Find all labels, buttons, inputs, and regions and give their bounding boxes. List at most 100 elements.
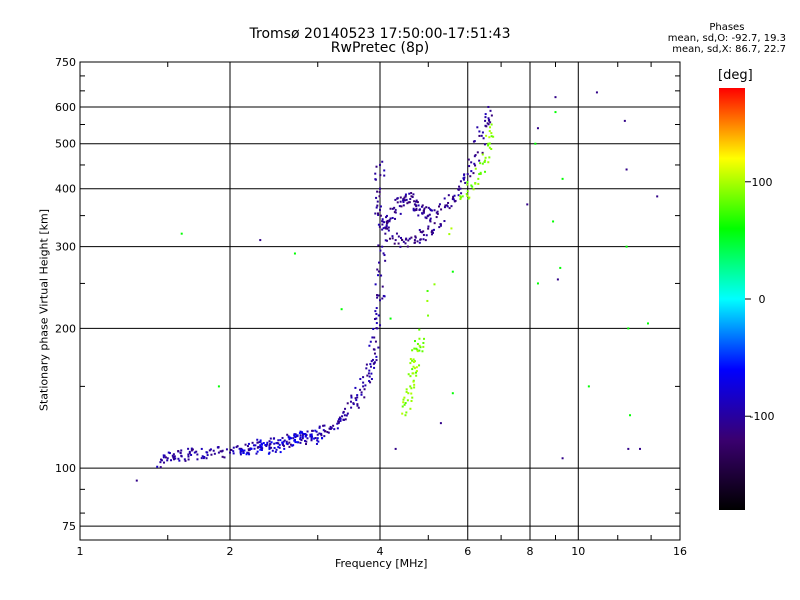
data-point bbox=[337, 421, 340, 424]
data-point bbox=[437, 205, 440, 208]
data-point bbox=[278, 446, 281, 449]
data-point bbox=[255, 452, 258, 455]
data-point bbox=[187, 453, 190, 456]
data-point bbox=[293, 435, 296, 438]
data-point bbox=[421, 231, 424, 234]
data-point bbox=[200, 447, 203, 450]
data-point bbox=[418, 349, 421, 352]
data-point bbox=[404, 414, 407, 417]
data-point bbox=[595, 91, 598, 94]
data-point bbox=[309, 435, 312, 438]
data-point bbox=[178, 459, 181, 462]
data-point bbox=[487, 161, 490, 164]
data-point bbox=[368, 375, 371, 378]
data-point bbox=[279, 451, 282, 454]
data-point bbox=[424, 216, 427, 219]
data-point bbox=[193, 451, 196, 454]
data-point bbox=[484, 113, 487, 116]
data-point bbox=[357, 406, 360, 409]
data-point bbox=[374, 212, 377, 215]
data-point bbox=[374, 178, 377, 181]
data-point bbox=[411, 349, 414, 352]
data-point bbox=[298, 432, 301, 435]
data-point bbox=[379, 324, 382, 327]
data-point bbox=[411, 396, 414, 399]
data-point bbox=[187, 447, 190, 450]
data-point bbox=[427, 314, 430, 317]
data-point bbox=[394, 447, 397, 450]
data-point bbox=[177, 450, 180, 453]
data-point bbox=[415, 207, 418, 210]
data-point bbox=[436, 212, 439, 215]
data-point bbox=[246, 445, 249, 448]
data-point bbox=[381, 245, 384, 248]
data-point bbox=[375, 327, 378, 330]
data-point bbox=[382, 227, 385, 230]
data-point bbox=[484, 119, 487, 122]
colorbar-unit: [deg] bbox=[718, 68, 753, 83]
data-point bbox=[267, 452, 270, 455]
data-point bbox=[490, 123, 493, 126]
data-point bbox=[405, 388, 408, 391]
x-tick-label: 8 bbox=[527, 545, 534, 558]
data-point bbox=[260, 442, 263, 445]
data-point bbox=[156, 465, 159, 468]
data-point bbox=[340, 308, 343, 311]
data-point bbox=[293, 439, 296, 442]
data-point bbox=[196, 458, 199, 461]
data-point bbox=[429, 208, 432, 211]
data-point bbox=[366, 374, 369, 377]
data-point bbox=[290, 437, 293, 440]
data-point bbox=[412, 358, 415, 361]
data-point bbox=[200, 457, 203, 460]
data-point bbox=[349, 400, 352, 403]
data-point bbox=[393, 242, 396, 245]
data-point bbox=[317, 440, 320, 443]
data-point bbox=[404, 199, 407, 202]
data-point bbox=[381, 220, 384, 223]
data-point bbox=[393, 206, 396, 209]
data-point bbox=[488, 142, 491, 145]
data-point bbox=[345, 414, 348, 417]
data-point bbox=[391, 207, 394, 210]
data-point bbox=[306, 430, 309, 433]
data-point bbox=[409, 362, 412, 365]
data-point bbox=[368, 380, 371, 383]
data-point bbox=[389, 317, 392, 320]
data-point bbox=[447, 201, 450, 204]
data-point bbox=[450, 227, 453, 230]
data-point bbox=[462, 177, 465, 180]
data-point bbox=[381, 285, 384, 288]
data-point bbox=[484, 159, 487, 162]
data-point bbox=[261, 447, 264, 450]
data-point bbox=[464, 181, 467, 184]
axis-ticks: 1 2 4 6 8 10 16 75 100 200 300 400 500 600 750 bbox=[55, 56, 687, 558]
data-point bbox=[412, 365, 415, 368]
data-point bbox=[419, 230, 422, 233]
data-point bbox=[277, 446, 280, 449]
data-point bbox=[216, 446, 219, 449]
data-point bbox=[376, 212, 379, 215]
data-point bbox=[436, 210, 439, 213]
data-point bbox=[472, 188, 475, 191]
data-point bbox=[369, 340, 372, 343]
data-point bbox=[311, 429, 314, 432]
data-point bbox=[221, 449, 224, 452]
data-point bbox=[254, 444, 257, 447]
data-point bbox=[433, 283, 436, 286]
data-point bbox=[418, 328, 421, 331]
data-point bbox=[285, 440, 288, 443]
data-point bbox=[402, 240, 405, 243]
data-point bbox=[359, 388, 362, 391]
data-point bbox=[168, 452, 171, 455]
data-point bbox=[369, 365, 372, 368]
phase-x-label: mean, sd,X: bbox=[672, 44, 732, 55]
data-point bbox=[203, 455, 206, 458]
data-point bbox=[422, 230, 425, 233]
data-point bbox=[321, 437, 324, 440]
data-point bbox=[171, 454, 174, 457]
data-point bbox=[408, 237, 411, 240]
data-point bbox=[401, 405, 404, 408]
phase-colorbar bbox=[719, 88, 745, 510]
data-point bbox=[232, 446, 235, 449]
